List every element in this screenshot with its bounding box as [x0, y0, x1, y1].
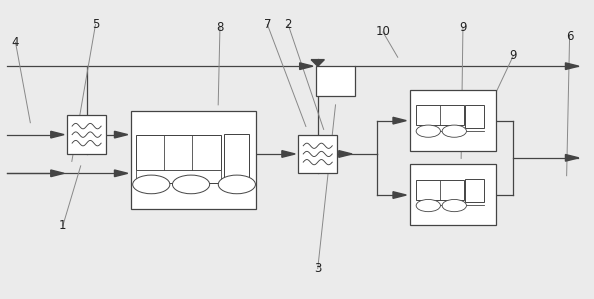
Circle shape	[218, 175, 255, 194]
Bar	[466, 179, 484, 202]
Text: 3: 3	[314, 262, 321, 275]
Bar	[410, 90, 495, 151]
Circle shape	[172, 175, 210, 194]
Bar	[316, 66, 355, 96]
Bar	[410, 164, 495, 225]
Text: 2: 2	[285, 18, 292, 31]
Polygon shape	[115, 131, 128, 138]
Text: 4: 4	[12, 36, 19, 49]
Text: 9: 9	[510, 49, 517, 62]
Polygon shape	[565, 155, 579, 161]
Polygon shape	[50, 131, 64, 138]
Text: 9: 9	[459, 21, 467, 34]
Polygon shape	[393, 117, 406, 124]
Polygon shape	[339, 151, 352, 157]
Bar	[131, 111, 255, 209]
Bar	[416, 180, 464, 200]
Bar	[67, 115, 106, 154]
Bar	[466, 105, 484, 128]
Text: 8: 8	[216, 21, 224, 34]
Bar	[136, 135, 221, 170]
Text: 5: 5	[92, 18, 99, 31]
Bar	[416, 105, 464, 125]
Text: 7: 7	[264, 18, 271, 31]
Text: 6: 6	[566, 30, 573, 43]
Text: 1: 1	[59, 219, 67, 232]
Circle shape	[416, 199, 440, 212]
Bar	[136, 170, 221, 182]
Polygon shape	[565, 63, 579, 69]
Polygon shape	[115, 170, 128, 177]
Polygon shape	[282, 151, 295, 157]
Circle shape	[442, 125, 466, 137]
Circle shape	[416, 125, 440, 137]
Polygon shape	[393, 192, 406, 198]
Bar	[298, 135, 337, 173]
Bar	[225, 134, 249, 178]
Circle shape	[442, 199, 466, 212]
Polygon shape	[299, 63, 313, 69]
Polygon shape	[311, 60, 324, 66]
Circle shape	[132, 175, 170, 194]
Polygon shape	[50, 170, 64, 177]
Text: 10: 10	[375, 25, 390, 39]
